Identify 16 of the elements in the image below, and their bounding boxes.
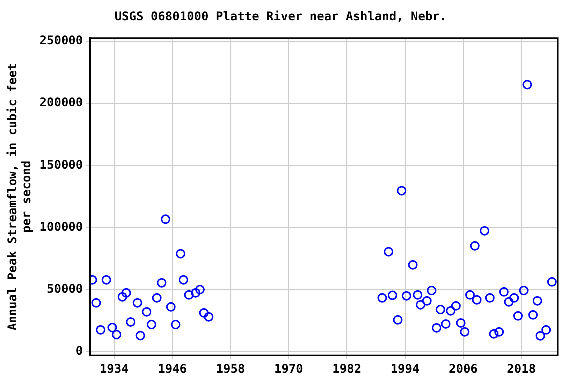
x-tick-label: 1994 [390, 362, 420, 376]
x-tick-label: 1958 [216, 362, 246, 376]
y-tick-label: 250000 [40, 34, 84, 48]
x-tick-label: 1946 [158, 362, 188, 376]
x-tick-label: 2006 [449, 362, 478, 376]
y-tick-label: 0 [76, 344, 84, 358]
y-tick-label: 50000 [47, 282, 84, 296]
y-tick-label: 150000 [40, 158, 84, 172]
y-tick-label: 100000 [40, 220, 84, 234]
y-tick-label: 200000 [40, 96, 84, 110]
x-tick-label: 1970 [274, 362, 304, 376]
x-tick-label: 1934 [100, 362, 129, 376]
chart-title: USGS 06801000 Platte River near Ashland, Nebr. [114, 9, 448, 24]
x-tick-label: 2018 [507, 362, 536, 376]
x-tick-label: 1982 [332, 362, 362, 376]
y-axis-title: Annual Peak Streamflow, in cubic feet per second [5, 63, 34, 331]
